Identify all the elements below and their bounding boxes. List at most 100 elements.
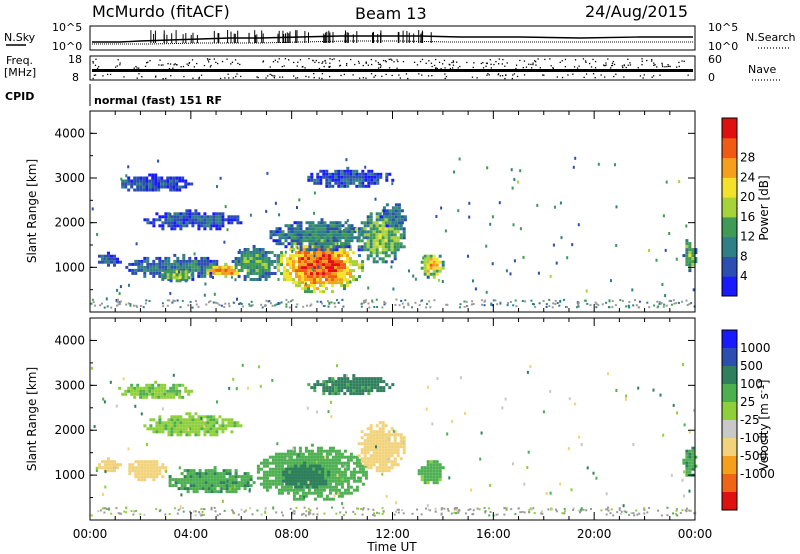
echo-cell — [363, 242, 367, 246]
echo-cell — [167, 265, 171, 269]
colorbar-segment — [722, 157, 737, 178]
echo-cell — [227, 221, 231, 225]
ground-scatter-speck — [521, 300, 524, 302]
echo-cell — [367, 172, 371, 176]
echo-cell — [328, 251, 331, 255]
echo-cell — [249, 263, 253, 266]
echo-cell — [169, 176, 173, 180]
echo-cell — [325, 251, 328, 255]
nave-dot — [653, 62, 655, 64]
echo-cell — [402, 227, 406, 231]
echo-speck — [349, 224, 352, 228]
echo-cell — [264, 272, 268, 275]
nave-dot — [226, 58, 228, 60]
nave-dot — [678, 61, 680, 64]
freq-label: Freq. — [6, 54, 33, 67]
echo-cell — [334, 476, 338, 480]
echo-cell — [355, 389, 359, 393]
echo-cell — [221, 271, 225, 275]
echo-cell — [346, 464, 350, 468]
nave-dot — [605, 62, 607, 64]
echo-cell — [372, 448, 376, 452]
echo-cell — [366, 445, 370, 449]
echo-cell — [201, 478, 205, 482]
echo-cell — [334, 260, 337, 264]
echo-cell — [143, 271, 147, 275]
echo-cell — [331, 485, 335, 489]
nave-dot — [173, 64, 175, 66]
echo-cell — [167, 427, 171, 431]
echo-cell — [169, 188, 173, 192]
echo-cell — [335, 248, 339, 252]
echo-cell — [355, 169, 359, 173]
echo-cell — [340, 380, 344, 384]
echo-cell — [231, 481, 235, 485]
nave-dot — [149, 60, 151, 62]
ground-scatter-speck — [168, 299, 171, 302]
echo-cell — [292, 491, 296, 495]
echo-cell — [390, 230, 394, 234]
echo-cell — [316, 181, 320, 185]
echo-cell — [375, 466, 379, 470]
nave-dot — [343, 73, 345, 76]
echo-cell — [315, 467, 319, 471]
nave-dot — [472, 66, 474, 69]
echo-cell — [329, 224, 333, 228]
ground-scatter-speck — [305, 510, 308, 513]
echo-cell — [310, 281, 313, 285]
echo-cell — [200, 215, 204, 219]
echo-cell — [222, 475, 226, 479]
echo-cell — [355, 386, 359, 390]
ground-scatter-speck — [472, 303, 475, 305]
echo-cell — [420, 472, 424, 476]
echo-cell — [369, 433, 373, 437]
echo-cell — [228, 490, 232, 494]
echo-cell — [287, 224, 291, 228]
echo-cell — [160, 185, 164, 189]
nave-dot — [572, 73, 574, 75]
echo-cell — [133, 176, 137, 180]
echo-cell — [691, 446, 695, 450]
nave-dot — [362, 64, 364, 67]
colorbar-tick-label: -500 — [740, 449, 767, 463]
echo-cell — [175, 389, 179, 393]
echo-cell — [334, 169, 338, 173]
echo-cell — [188, 415, 192, 419]
nave-dot — [313, 73, 315, 75]
echo-cell — [267, 266, 271, 269]
echo-cell — [378, 257, 382, 261]
echo-cell — [375, 245, 379, 249]
nave-dot — [621, 65, 623, 67]
ground-scatter-speck — [527, 511, 530, 513]
echo-cell — [361, 263, 364, 267]
echo-cell — [110, 260, 113, 264]
echo-cell — [146, 265, 150, 269]
colorbar-segment — [722, 137, 737, 159]
ground-scatter-speck — [401, 302, 404, 305]
nave-dot — [623, 65, 625, 67]
echo-cell — [304, 449, 308, 453]
echo-cell — [393, 451, 397, 455]
nave-dot — [516, 75, 519, 78]
ground-scatter-speck — [214, 510, 217, 513]
echo-cell — [375, 224, 379, 228]
echo-cell — [160, 179, 164, 183]
nave-dot — [590, 66, 593, 68]
echo-cell — [378, 457, 382, 461]
ground-scatter-speck — [532, 507, 535, 510]
echo-cell — [213, 478, 217, 482]
echo-cell — [201, 487, 205, 491]
echo-speck — [120, 177, 123, 181]
nave-dot — [299, 59, 302, 61]
ground-scatter-speck — [381, 507, 384, 510]
echo-cell — [390, 466, 394, 470]
echo-cell — [390, 227, 394, 231]
echo-cell — [396, 242, 400, 246]
echo-speck — [349, 280, 352, 284]
echo-cell — [154, 386, 158, 390]
echo-cell — [292, 461, 296, 465]
echo-cell — [435, 460, 439, 464]
nave-dot — [656, 66, 658, 68]
echo-cell — [286, 452, 290, 456]
echo-cell — [198, 481, 202, 485]
